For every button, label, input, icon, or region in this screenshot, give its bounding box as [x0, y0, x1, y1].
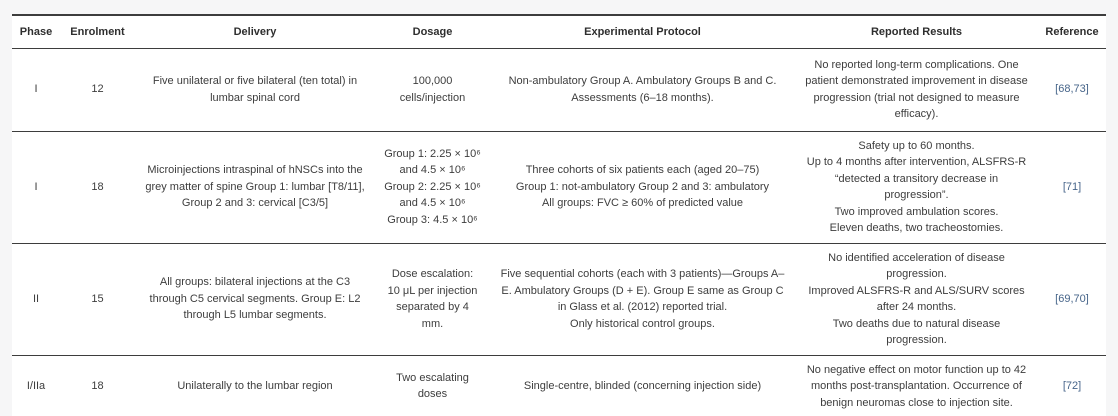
- column-header-dosage: Dosage: [375, 15, 490, 49]
- reference-link[interactable]: [71]: [1062, 180, 1082, 193]
- reference-link[interactable]: [69,70]: [1055, 292, 1089, 305]
- column-header-experimental-protocol: Experimental Protocol: [490, 15, 795, 49]
- column-header-delivery: Delivery: [135, 15, 375, 49]
- table-row: I 12 Five unilateral or five bilateral (…: [12, 48, 1106, 132]
- column-header-enrolment: Enrolment: [60, 15, 135, 49]
- reference-cell: [72]: [1038, 355, 1106, 416]
- delivery-cell: Five unilateral or five bilateral (ten t…: [135, 48, 375, 132]
- delivery-cell: Unilaterally to the lumbar region: [177, 380, 333, 392]
- reference-cell: [68,73]: [1038, 48, 1106, 132]
- experimental-protocol-cell: Five sequential cohorts (each with 3 pat…: [490, 243, 795, 356]
- enrolment-cell: 12: [60, 48, 135, 132]
- experimental-protocol-cell: Three cohorts of six patients each (aged…: [490, 131, 795, 244]
- column-header-phase: Phase: [12, 15, 60, 49]
- reported-results-cell: Safety up to 60 months. Up to 4 months a…: [795, 131, 1038, 244]
- table-header-row: Phase Enrolment Delivery Dosage Experime…: [12, 15, 1106, 49]
- table-header: Phase Enrolment Delivery Dosage Experime…: [12, 15, 1106, 49]
- column-header-reported-results: Reported Results: [795, 15, 1038, 49]
- delivery-cell: All groups: bilateral injections at the …: [135, 243, 375, 356]
- enrolment-cell: 18: [60, 131, 135, 244]
- table-body: I 12 Five unilateral or five bilateral (…: [12, 48, 1106, 416]
- dosage-cell: Group 1: 2.25 × 10⁶ and 4.5 × 10⁶ Group …: [375, 131, 490, 244]
- reference-cell: [69,70]: [1038, 243, 1106, 356]
- table-row: I 18 Microinjections intraspinal of hNSC…: [12, 131, 1106, 244]
- experimental-protocol-cell: Non-ambulatory Group A. Ambulatory Group…: [490, 48, 795, 132]
- reported-results-cell: No reported long-term complications. One…: [795, 48, 1038, 132]
- phase-cell: II: [12, 243, 60, 356]
- dosage-cell: 100,000 cells/injection: [375, 48, 490, 132]
- experimental-protocol-cell: Single-centre, blinded (concerning injec…: [523, 380, 762, 392]
- dosage-cell: Two escalating doses: [396, 371, 469, 401]
- delivery-cell: Microinjections intraspinal of hNSCs int…: [135, 131, 375, 244]
- column-header-reference: Reference: [1038, 15, 1106, 49]
- enrolment-cell: 15: [60, 243, 135, 356]
- phase-cell: I: [12, 131, 60, 244]
- clinical-trials-table: Phase Enrolment Delivery Dosage Experime…: [12, 14, 1106, 416]
- reported-results-cell: No negative effect on motor function up …: [806, 363, 1027, 409]
- reference-link[interactable]: [72]: [1062, 380, 1082, 392]
- reference-cell: [71]: [1038, 131, 1106, 244]
- enrolment-cell: 18: [91, 380, 104, 392]
- reference-link[interactable]: [68,73]: [1055, 83, 1089, 96]
- phase-cell: I: [12, 48, 60, 132]
- phase-cell: I/IIa: [26, 380, 46, 392]
- table-row: I/IIa 18 Unilaterally to the lumbar regi…: [12, 355, 1106, 416]
- table-row: II 15 All groups: bilateral injections a…: [12, 243, 1106, 356]
- reported-results-cell: No identified acceleration of disease pr…: [795, 243, 1038, 356]
- dosage-cell: Dose escalation: 10 μL per injection sep…: [375, 243, 490, 356]
